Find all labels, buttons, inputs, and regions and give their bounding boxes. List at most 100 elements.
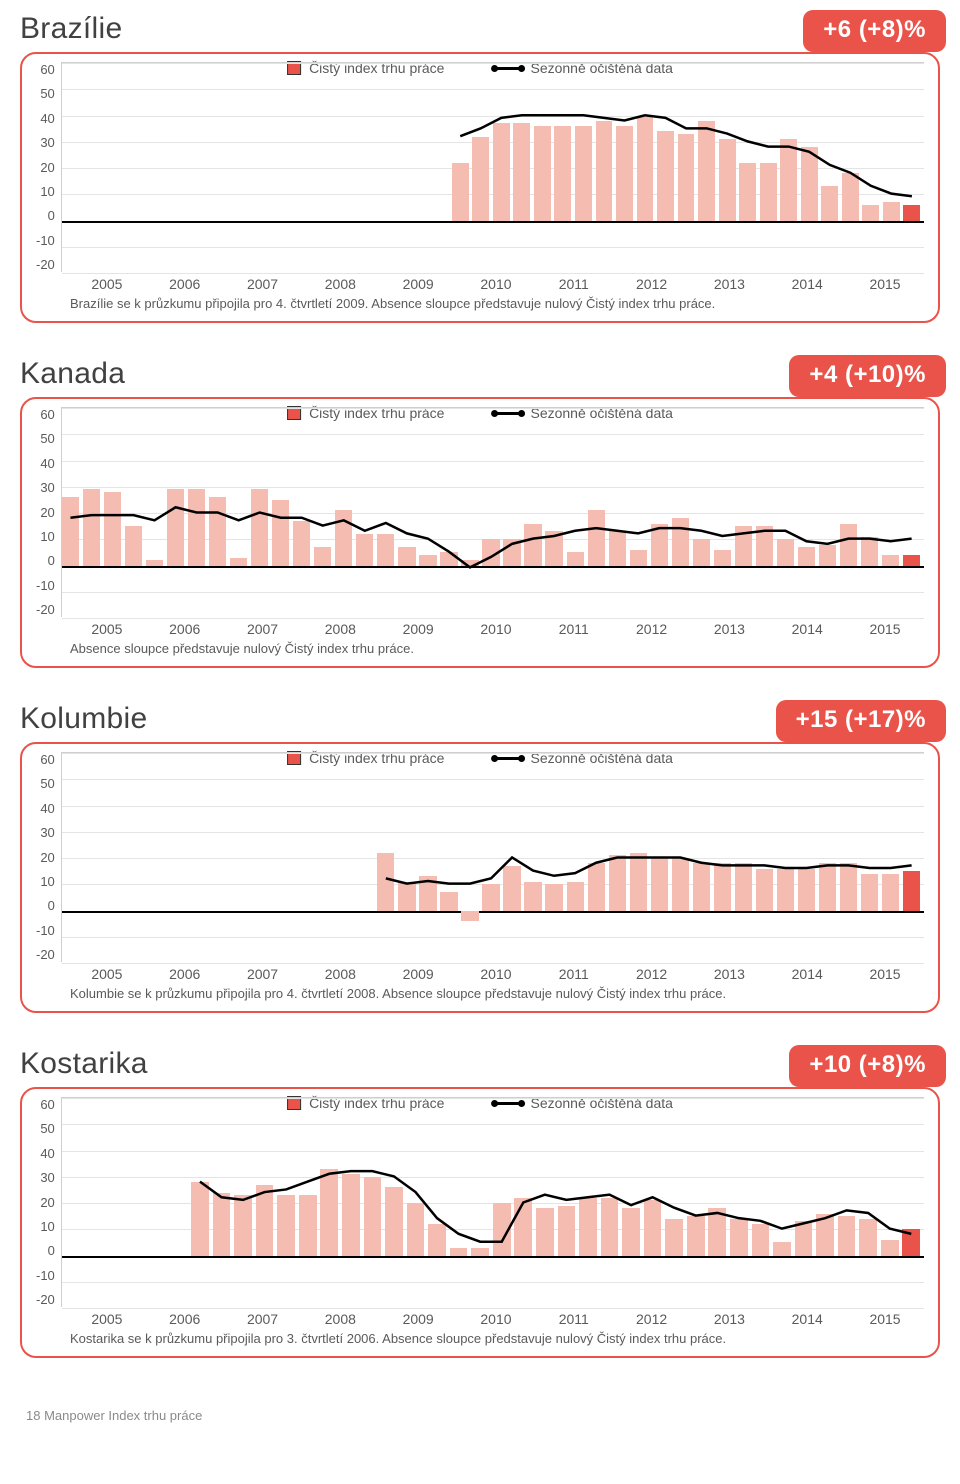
x-tick: 2015 bbox=[846, 276, 924, 292]
x-axis: 2005200620072008200920102011201220132014… bbox=[36, 276, 924, 292]
x-tick: 2005 bbox=[68, 1311, 146, 1327]
chart-frame: Čistý index trhu práceSezonně očištěná d… bbox=[20, 742, 940, 1013]
chart-title: Brazílie bbox=[20, 12, 122, 46]
plot-area bbox=[61, 62, 924, 272]
y-axis: 6050403020100-10-20 bbox=[36, 752, 61, 962]
y-tick: 10 bbox=[36, 874, 55, 889]
chart-frame: Čistý index trhu práceSezonně očištěná d… bbox=[20, 52, 940, 323]
chart-footnote: Kostarika se k průzkumu připojila pro 3.… bbox=[36, 1331, 924, 1346]
y-tick: 50 bbox=[36, 431, 55, 446]
y-axis: 60 50 40 30 20 10 0 -10 -20 bbox=[36, 62, 61, 272]
y-tick: 30 bbox=[36, 1170, 55, 1185]
y-tick: -10 bbox=[36, 923, 55, 938]
trend-line bbox=[62, 408, 924, 617]
x-tick: 2009 bbox=[379, 1311, 457, 1327]
x-tick: 2011 bbox=[535, 966, 613, 982]
chart-title: Kostarika bbox=[20, 1047, 148, 1081]
x-tick: 2009 bbox=[379, 966, 457, 982]
x-tick: 2008 bbox=[301, 1311, 379, 1327]
y-tick: 30 bbox=[36, 135, 55, 150]
x-tick: 2009 bbox=[379, 621, 457, 637]
y-tick: 60 bbox=[36, 407, 55, 422]
x-tick: 2013 bbox=[691, 1311, 769, 1327]
y-tick: -20 bbox=[36, 947, 55, 962]
x-tick: 2012 bbox=[613, 1311, 691, 1327]
x-tick: 2008 bbox=[301, 966, 379, 982]
x-tick: 2009 bbox=[379, 276, 457, 292]
x-tick: 2008 bbox=[301, 621, 379, 637]
y-tick: 40 bbox=[36, 456, 55, 471]
y-tick: 20 bbox=[36, 160, 55, 175]
value-badge: +6 (+8)% bbox=[803, 10, 946, 52]
x-tick: 2005 bbox=[68, 621, 146, 637]
chart-canada: Kanada+4 (+10)%Čistý index trhu práceSez… bbox=[20, 357, 940, 668]
y-tick: 40 bbox=[36, 1146, 55, 1161]
value-badge: +10 (+8)% bbox=[789, 1045, 946, 1087]
y-tick: -20 bbox=[36, 1292, 55, 1307]
plot-area bbox=[61, 752, 924, 962]
chart-title: Kanada bbox=[20, 357, 125, 391]
x-tick: 2011 bbox=[535, 621, 613, 637]
x-tick: 2007 bbox=[224, 276, 302, 292]
x-tick: 2012 bbox=[613, 966, 691, 982]
chart-colombia: Kolumbie+15 (+17)%Čistý index trhu práce… bbox=[20, 702, 940, 1013]
y-tick: 50 bbox=[36, 86, 55, 101]
chart-footnote: Kolumbie se k průzkumu připojila pro 4. … bbox=[36, 986, 924, 1001]
y-tick: 20 bbox=[36, 850, 55, 865]
y-axis: 6050403020100-10-20 bbox=[36, 407, 61, 617]
x-tick: 2010 bbox=[457, 1311, 535, 1327]
x-tick: 2014 bbox=[768, 966, 846, 982]
x-tick: 2007 bbox=[224, 966, 302, 982]
y-tick: 60 bbox=[36, 62, 55, 77]
x-axis: 2005200620072008200920102011201220132014… bbox=[36, 1311, 924, 1327]
y-tick: 60 bbox=[36, 752, 55, 767]
y-tick: 60 bbox=[36, 1097, 55, 1112]
trend-line bbox=[62, 753, 924, 962]
x-tick: 2008 bbox=[301, 276, 379, 292]
chart-footnote: Absence sloupce představuje nulový Čistý… bbox=[36, 641, 924, 656]
y-axis: 6050403020100-10-20 bbox=[36, 1097, 61, 1307]
y-tick: 20 bbox=[36, 505, 55, 520]
y-tick: 10 bbox=[36, 1219, 55, 1234]
chart-frame: Čistý index trhu práceSezonně očištěná d… bbox=[20, 397, 940, 668]
x-tick: 2014 bbox=[768, 621, 846, 637]
y-tick: 0 bbox=[36, 553, 55, 568]
y-tick: -10 bbox=[36, 578, 55, 593]
page-footer: 18 Manpower Index trhu práce bbox=[20, 1408, 940, 1423]
y-tick: 30 bbox=[36, 480, 55, 495]
x-tick: 2014 bbox=[768, 276, 846, 292]
plot-area bbox=[61, 1097, 924, 1307]
x-axis: 2005200620072008200920102011201220132014… bbox=[36, 621, 924, 637]
x-tick: 2007 bbox=[224, 621, 302, 637]
value-badge: +15 (+17)% bbox=[776, 700, 946, 742]
x-tick: 2011 bbox=[535, 1311, 613, 1327]
x-tick: 2012 bbox=[613, 276, 691, 292]
x-tick: 2015 bbox=[846, 966, 924, 982]
x-tick: 2010 bbox=[457, 966, 535, 982]
y-tick: 40 bbox=[36, 801, 55, 816]
y-tick: 50 bbox=[36, 1121, 55, 1136]
y-tick: 20 bbox=[36, 1195, 55, 1210]
x-tick: 2006 bbox=[146, 621, 224, 637]
chart-costarica: Kostarika+10 (+8)%Čistý index trhu práce… bbox=[20, 1047, 940, 1358]
y-tick: 40 bbox=[36, 111, 55, 126]
x-tick: 2013 bbox=[691, 276, 769, 292]
y-tick: 30 bbox=[36, 825, 55, 840]
y-tick: -20 bbox=[36, 257, 55, 272]
y-tick: 10 bbox=[36, 184, 55, 199]
x-tick: 2007 bbox=[224, 1311, 302, 1327]
x-tick: 2006 bbox=[146, 276, 224, 292]
plot-area bbox=[61, 407, 924, 617]
x-tick: 2013 bbox=[691, 621, 769, 637]
chart-title: Kolumbie bbox=[20, 702, 147, 736]
y-tick: 0 bbox=[36, 208, 55, 223]
x-tick: 2005 bbox=[68, 966, 146, 982]
x-tick: 2015 bbox=[846, 621, 924, 637]
y-tick: -20 bbox=[36, 602, 55, 617]
x-tick: 2010 bbox=[457, 621, 535, 637]
y-tick: -10 bbox=[36, 233, 55, 248]
x-tick: 2006 bbox=[146, 966, 224, 982]
value-badge: +4 (+10)% bbox=[789, 355, 946, 397]
chart-frame: Čistý index trhu práceSezonně očištěná d… bbox=[20, 1087, 940, 1358]
y-tick: 0 bbox=[36, 1243, 55, 1258]
